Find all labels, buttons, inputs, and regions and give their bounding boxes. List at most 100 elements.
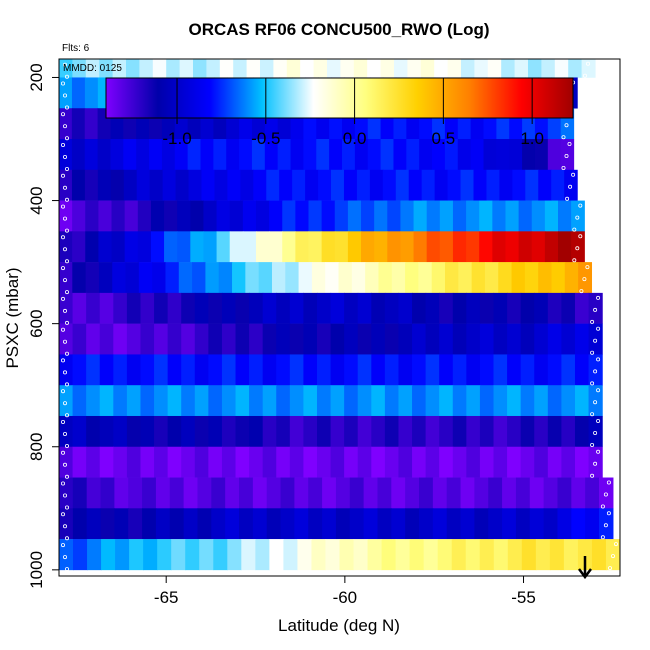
heatmap-cell bbox=[391, 508, 406, 540]
heatmap-cell bbox=[59, 139, 73, 171]
sample-dot bbox=[567, 141, 572, 146]
heatmap-cell bbox=[398, 415, 413, 448]
heatmap-cell bbox=[86, 477, 102, 509]
sample-dot bbox=[373, 49, 376, 52]
heatmap-cell bbox=[246, 59, 261, 78]
heatmap-cell bbox=[412, 354, 427, 386]
heatmap-cell bbox=[331, 169, 345, 201]
heatmap-cell bbox=[98, 262, 113, 294]
heatmap-cell bbox=[330, 415, 345, 448]
heatmap-cell bbox=[59, 539, 74, 571]
heatmap-cell bbox=[283, 539, 299, 571]
heatmap-cell bbox=[140, 446, 155, 478]
heatmap-cell bbox=[295, 200, 310, 232]
colorbar-tick-label: 1.0 bbox=[520, 129, 544, 148]
heatmap-cell bbox=[276, 354, 291, 386]
sample-dot bbox=[65, 320, 70, 325]
heatmap-cell bbox=[99, 415, 114, 448]
colorbar-gradient bbox=[105, 77, 574, 119]
heatmap-cell bbox=[439, 200, 454, 232]
sample-dot bbox=[63, 555, 68, 560]
heatmap-cell bbox=[439, 231, 454, 263]
heatmap-cell bbox=[167, 385, 182, 417]
heatmap-cell bbox=[425, 323, 440, 355]
heatmap-cell bbox=[543, 477, 559, 509]
heatmap-cell bbox=[551, 169, 565, 201]
sample-dot bbox=[590, 442, 595, 447]
sample-dot bbox=[65, 351, 70, 356]
heatmap-cell bbox=[169, 508, 185, 540]
heatmap-cell bbox=[289, 415, 305, 448]
heatmap-cell bbox=[199, 539, 214, 571]
heatmap-cell bbox=[425, 354, 440, 386]
heatmap-cell bbox=[71, 108, 86, 140]
heatmap-cell bbox=[466, 292, 481, 324]
heatmap-cell bbox=[252, 508, 268, 540]
heatmap-cell bbox=[446, 477, 462, 509]
heatmap-cell bbox=[439, 323, 454, 355]
heatmap-cell bbox=[484, 262, 499, 294]
heatmap-cell bbox=[295, 231, 310, 263]
heatmap-cell bbox=[194, 323, 209, 355]
heatmap-cell bbox=[126, 354, 142, 386]
sample-dot bbox=[593, 400, 598, 405]
heatmap-cell bbox=[466, 446, 481, 478]
heatmap-cell bbox=[59, 323, 74, 355]
colorbar-tick-label: 0.0 bbox=[343, 129, 367, 148]
heatmap-cell bbox=[574, 415, 590, 448]
heatmap-cell bbox=[137, 200, 152, 232]
heatmap-cell bbox=[205, 262, 220, 294]
heatmap-cell bbox=[447, 169, 462, 201]
heatmap-cell bbox=[316, 139, 330, 171]
sample-dot bbox=[61, 296, 66, 301]
heatmap-cell bbox=[493, 415, 508, 448]
heatmap-cell bbox=[502, 508, 517, 540]
heatmap-cell bbox=[574, 292, 590, 324]
sample-dot bbox=[541, 49, 544, 52]
heatmap-cell bbox=[418, 262, 433, 294]
sample-dot bbox=[352, 49, 355, 52]
sample-dot bbox=[128, 49, 131, 52]
heatmap-cell bbox=[466, 231, 480, 263]
heatmap-cell bbox=[99, 354, 114, 386]
sample-dot bbox=[585, 265, 590, 270]
sample-dot bbox=[198, 49, 201, 52]
heatmap-cell bbox=[412, 323, 427, 355]
heatmap-cell bbox=[321, 200, 336, 232]
heatmap-cell bbox=[208, 292, 223, 324]
heatmap-cell bbox=[245, 262, 260, 294]
sample-dot bbox=[387, 49, 390, 52]
heatmap-cell bbox=[308, 231, 323, 263]
sample-dot bbox=[606, 511, 611, 516]
sample-dot bbox=[61, 266, 66, 271]
sample-dot bbox=[520, 49, 523, 52]
heatmap-cell bbox=[547, 292, 562, 324]
sample-dot bbox=[63, 216, 68, 221]
heatmap-cell bbox=[405, 477, 420, 509]
heatmap-cell bbox=[164, 231, 178, 263]
y-axis: 200 400 600 800 1000 bbox=[27, 63, 59, 589]
heatmap-cell bbox=[239, 139, 253, 171]
heatmap-cell bbox=[276, 323, 291, 355]
heatmap-cell bbox=[505, 231, 520, 263]
sample-dot bbox=[534, 49, 537, 52]
sample-dot bbox=[583, 73, 588, 78]
heatmap-cell bbox=[380, 139, 395, 171]
sample-dot bbox=[261, 49, 264, 52]
heatmap-cell bbox=[316, 323, 332, 355]
heatmap-cell bbox=[452, 446, 467, 478]
sample-dot bbox=[561, 165, 566, 170]
heatmap-cell bbox=[381, 539, 397, 571]
heatmap-cell bbox=[470, 139, 485, 171]
heatmap-cell bbox=[395, 539, 411, 571]
heatmap-cell bbox=[154, 446, 169, 478]
heatmap-cell bbox=[325, 262, 340, 294]
heatmap-cell bbox=[239, 508, 254, 540]
heatmap-cell bbox=[221, 446, 237, 478]
sample-dot bbox=[65, 105, 70, 110]
heatmap-cell bbox=[493, 354, 508, 386]
sample-dot bbox=[548, 49, 551, 52]
heatmap-cell bbox=[154, 323, 169, 355]
heatmap-cell bbox=[356, 169, 371, 201]
